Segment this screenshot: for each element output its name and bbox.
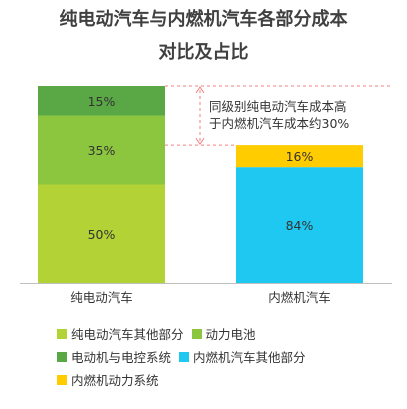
legend-swatch (57, 328, 67, 339)
legend-swatch (57, 374, 67, 385)
bar-segment (236, 145, 363, 168)
annotation-arrowhead-down (195, 137, 205, 146)
legend-item: 纯电动汽车其他部分 (57, 324, 184, 343)
chart-title-line1: 纯电动汽车与内燃机汽车各部分成本 (59, 9, 348, 30)
legend-label: 纯电动汽车其他部分 (71, 327, 184, 342)
legend-row: 电动机与电控系统 内燃机汽车其他部分 (57, 345, 387, 368)
legend-swatch (179, 351, 190, 362)
legend-label: 内燃机动力系统 (71, 373, 159, 388)
bar-segment (236, 167, 363, 283)
data-label: 35% (88, 143, 116, 158)
bar-segment (38, 86, 165, 116)
bar-segment (38, 115, 165, 185)
data-label: 16% (286, 149, 314, 164)
legend-item: 内燃机动力系统 (57, 370, 159, 389)
annotation-text: 同级别纯电动汽车成本高 (209, 99, 347, 114)
data-label: 15% (88, 94, 116, 109)
data-label: 50% (88, 227, 116, 242)
category-label: 内燃机汽车 (268, 290, 331, 305)
annotation-arrowhead-up (195, 86, 205, 94)
annotation-text: 于内燃机汽车成本约30% (209, 116, 349, 131)
bar-segment (38, 184, 165, 283)
legend-row: 内燃机动力系统 (57, 368, 387, 391)
chart-title-line2: 对比及占比 (158, 42, 249, 63)
legend-item: 电动机与电控系统 (57, 347, 171, 366)
legend-label: 内燃机汽车其他部分 (193, 350, 306, 365)
legend-label: 动力电池 (205, 327, 256, 342)
data-label: 84% (286, 218, 314, 233)
legend-row: 纯电动汽车其他部分 动力电池 (57, 322, 387, 345)
legend: 纯电动汽车其他部分 动力电池电动机与电控系统 内燃机汽车其他部分内燃机动力系统 (57, 322, 387, 391)
legend-label: 电动机与电控系统 (71, 350, 172, 365)
legend-swatch (191, 328, 202, 339)
legend-item: 内燃机汽车其他部分 (179, 347, 306, 366)
legend-swatch (57, 351, 67, 362)
legend-item: 动力电池 (191, 324, 256, 343)
category-label: 纯电动汽车 (70, 290, 133, 305)
